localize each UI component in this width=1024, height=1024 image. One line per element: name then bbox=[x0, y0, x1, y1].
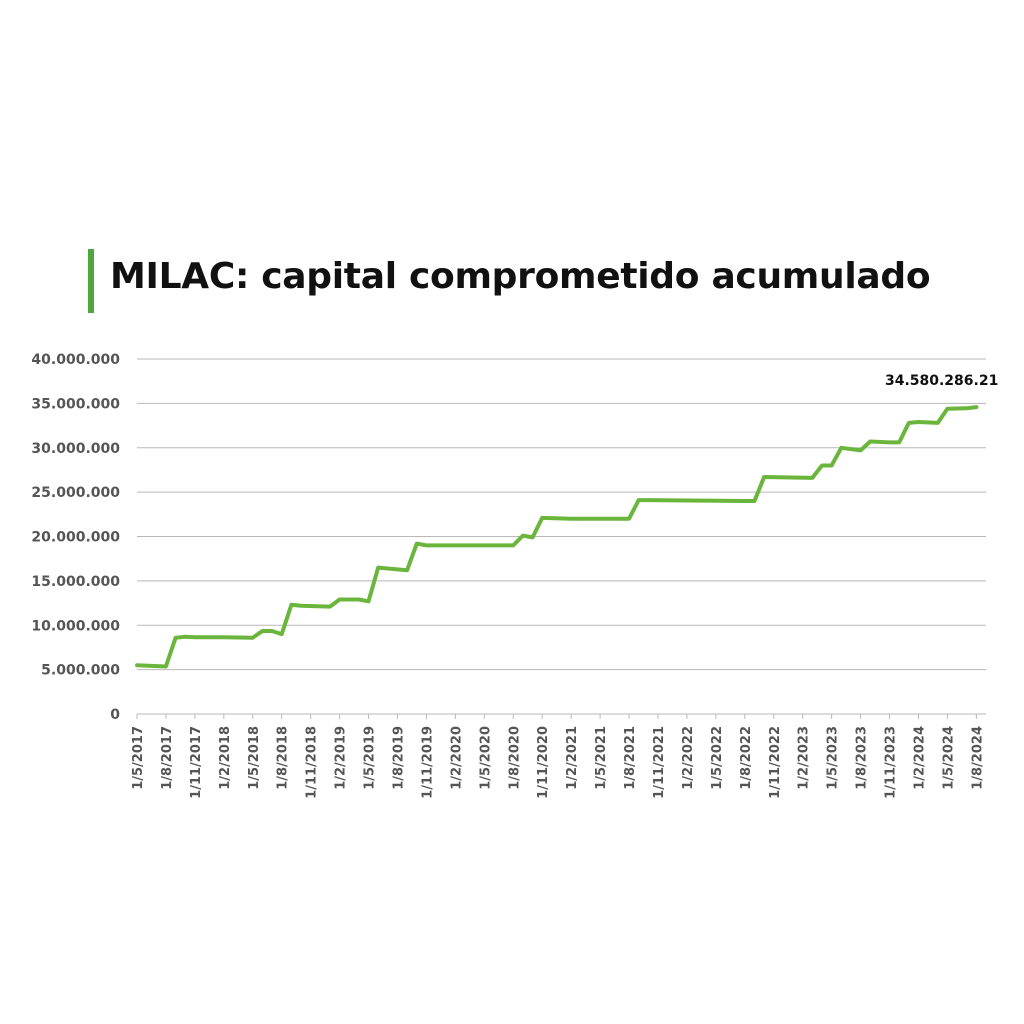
title-accent-bar bbox=[88, 249, 94, 313]
x-tick-label: 1/2/2023 bbox=[797, 726, 812, 790]
x-tick-label: 1/8/2019 bbox=[391, 726, 406, 790]
x-tick-label: 1/5/2020 bbox=[478, 726, 493, 790]
x-tick-label: 1/8/2021 bbox=[623, 726, 638, 790]
x-tick-label: 1/5/2017 bbox=[131, 726, 146, 790]
y-tick-label: 15.000.000 bbox=[31, 574, 120, 590]
y-tick-label: 0 bbox=[110, 707, 120, 723]
gridlines bbox=[137, 358, 986, 715]
y-axis-ticks: 0 5.000.000 10.000.000 15.000.000 20.000.000… bbox=[31, 352, 120, 723]
x-tick-label: 1/11/2021 bbox=[652, 726, 667, 799]
series-layer bbox=[135, 405, 979, 669]
x-tick-label: 1/2/2022 bbox=[681, 726, 696, 790]
x-tick-label: 1/2/2020 bbox=[449, 726, 464, 790]
x-tick-label: 1/8/2020 bbox=[507, 726, 522, 790]
x-tick-label: 1/8/2024 bbox=[970, 726, 985, 790]
data-label-last-value: 34.580.286.21 bbox=[885, 373, 998, 389]
x-tick-label: 1/5/2023 bbox=[826, 726, 841, 790]
x-tick-label: 1/11/2018 bbox=[305, 726, 320, 799]
x-tick-label: 1/2/2019 bbox=[334, 726, 349, 790]
chart-title: MILAC: capital comprometido acumulado bbox=[110, 256, 931, 297]
x-tick-label: 1/11/2017 bbox=[189, 726, 204, 799]
y-tick-label: 10.000.000 bbox=[31, 618, 120, 634]
x-tick-label: 1/5/2021 bbox=[594, 726, 609, 790]
x-tick-label: 1/2/2021 bbox=[565, 726, 580, 790]
x-tick-label: 1/8/2022 bbox=[739, 726, 754, 790]
x-tick-label: 1/2/2018 bbox=[218, 726, 233, 790]
x-axis-ticks: 1/5/2017 1/8/2017 1/11/2017 1/2/2018 1/5/201… bbox=[131, 714, 985, 799]
x-tick-label: 1/5/2024 bbox=[941, 726, 956, 790]
x-tick-label: 1/11/2020 bbox=[536, 726, 551, 799]
y-tick-label: 5.000.000 bbox=[41, 663, 120, 679]
y-tick-label: 20.000.000 bbox=[31, 530, 120, 546]
x-tick-label: 1/8/2017 bbox=[160, 726, 175, 790]
y-tick-label: 30.000.000 bbox=[31, 441, 120, 457]
x-tick-label: 1/5/2019 bbox=[363, 726, 378, 790]
x-tick-label: 1/5/2022 bbox=[710, 726, 725, 790]
x-tick-label: 1/11/2019 bbox=[420, 726, 435, 799]
y-tick-label: 40.000.000 bbox=[31, 352, 120, 368]
x-tick-label: 1/5/2018 bbox=[247, 726, 262, 790]
x-tick-label: 1/11/2022 bbox=[768, 726, 783, 799]
x-tick-label: 1/8/2018 bbox=[276, 726, 291, 790]
annotation-layer: 34.580.286.21 bbox=[885, 373, 998, 389]
y-tick-label: 35.000.000 bbox=[31, 396, 120, 412]
y-tick-label: 25.000.000 bbox=[31, 485, 120, 501]
x-tick-label: 1/8/2023 bbox=[855, 726, 870, 790]
x-tick-label: 1/11/2023 bbox=[884, 726, 899, 799]
x-tick-label: 1/2/2024 bbox=[912, 726, 927, 790]
series-line bbox=[135, 405, 979, 669]
